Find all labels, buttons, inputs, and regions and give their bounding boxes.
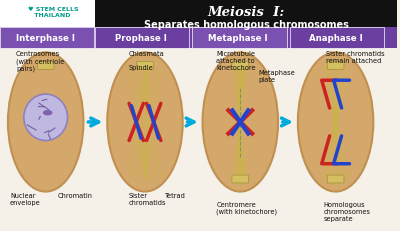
Text: Metaphase I: Metaphase I bbox=[208, 34, 268, 43]
Ellipse shape bbox=[8, 53, 84, 192]
Ellipse shape bbox=[107, 53, 183, 192]
FancyBboxPatch shape bbox=[95, 0, 397, 28]
Ellipse shape bbox=[298, 53, 373, 192]
Ellipse shape bbox=[202, 53, 278, 192]
Text: Sister chromatids
remain attached: Sister chromatids remain attached bbox=[326, 51, 384, 64]
Circle shape bbox=[43, 110, 52, 116]
FancyBboxPatch shape bbox=[192, 28, 287, 49]
FancyBboxPatch shape bbox=[37, 62, 54, 70]
Text: Centromere
(with kinetochore): Centromere (with kinetochore) bbox=[216, 201, 278, 214]
Text: Chromatin: Chromatin bbox=[58, 192, 92, 198]
FancyBboxPatch shape bbox=[232, 175, 249, 183]
Text: Interphase I: Interphase I bbox=[16, 34, 75, 43]
Text: ♥ STEM CELLS
   THAILAND: ♥ STEM CELLS THAILAND bbox=[28, 7, 78, 18]
FancyBboxPatch shape bbox=[95, 28, 190, 49]
Ellipse shape bbox=[24, 95, 68, 141]
Text: Tetrad: Tetrad bbox=[165, 192, 186, 198]
FancyBboxPatch shape bbox=[0, 28, 94, 49]
Text: Anaphase I: Anaphase I bbox=[309, 34, 362, 43]
Text: Separates homologous chromosomes: Separates homologous chromosomes bbox=[144, 20, 349, 30]
FancyBboxPatch shape bbox=[0, 28, 397, 49]
FancyBboxPatch shape bbox=[0, 0, 95, 28]
Text: Nuclear
envelope: Nuclear envelope bbox=[10, 192, 41, 205]
Text: Centrosomes
(with centriole
pairs): Centrosomes (with centriole pairs) bbox=[16, 51, 64, 72]
Text: Meiosis  I:: Meiosis I: bbox=[208, 6, 285, 19]
Text: Homologous
chromosomes
separate: Homologous chromosomes separate bbox=[324, 201, 371, 221]
FancyBboxPatch shape bbox=[327, 175, 344, 183]
Text: Microtubule
attached to
kinetochore: Microtubule attached to kinetochore bbox=[216, 51, 256, 71]
Text: Prophase I: Prophase I bbox=[115, 34, 167, 43]
Text: Sister
chromatids: Sister chromatids bbox=[129, 192, 166, 205]
FancyBboxPatch shape bbox=[137, 62, 153, 70]
FancyBboxPatch shape bbox=[290, 28, 384, 49]
FancyBboxPatch shape bbox=[232, 62, 249, 70]
Text: Chiasmata

Spindle: Chiasmata Spindle bbox=[129, 51, 165, 71]
Text: Metaphase
plate: Metaphase plate bbox=[258, 69, 295, 82]
FancyBboxPatch shape bbox=[327, 62, 344, 70]
